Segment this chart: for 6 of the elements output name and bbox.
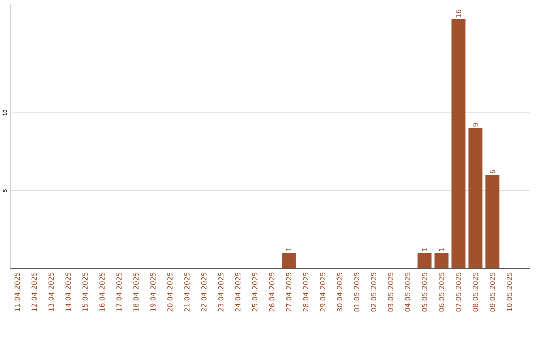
bar — [418, 253, 432, 269]
bar — [434, 253, 449, 269]
bar — [468, 128, 483, 269]
bar — [282, 253, 296, 269]
bar — [452, 20, 466, 269]
bar — [486, 175, 500, 269]
